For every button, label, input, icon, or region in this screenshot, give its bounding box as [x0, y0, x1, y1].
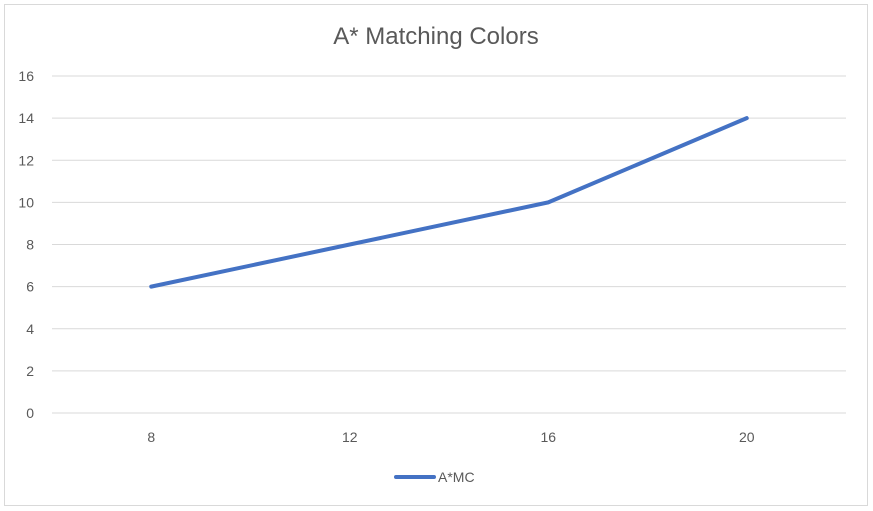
gridlines — [52, 75, 846, 414]
x-tick-label: 8 — [147, 429, 155, 445]
legend[interactable]: A*MC — [394, 469, 475, 485]
y-tick-label: 10 — [18, 194, 34, 210]
series-line-a-mc — [149, 116, 749, 289]
y-tick-label: 0 — [26, 405, 34, 421]
x-tick-label: 12 — [342, 429, 358, 445]
x-tick-label: 16 — [540, 429, 556, 445]
series-layer — [149, 116, 749, 289]
y-axis-ticks: 0 2 4 6 8 10 12 14 16 — [18, 68, 34, 421]
chart-area — [4, 4, 868, 506]
y-tick-label: 16 — [18, 68, 34, 84]
legend-label: A*MC — [438, 469, 475, 485]
y-tick-label: 4 — [26, 321, 34, 337]
y-tick-label: 12 — [18, 152, 34, 168]
y-tick-label: 14 — [18, 110, 34, 126]
y-tick-label: 2 — [26, 363, 34, 379]
y-tick-label: 6 — [26, 279, 34, 295]
x-axis-ticks: 8 12 16 20 — [147, 429, 754, 445]
chart-title: A* Matching Colors — [333, 23, 538, 50]
x-tick-label: 20 — [739, 429, 755, 445]
y-tick-label: 8 — [26, 237, 34, 253]
